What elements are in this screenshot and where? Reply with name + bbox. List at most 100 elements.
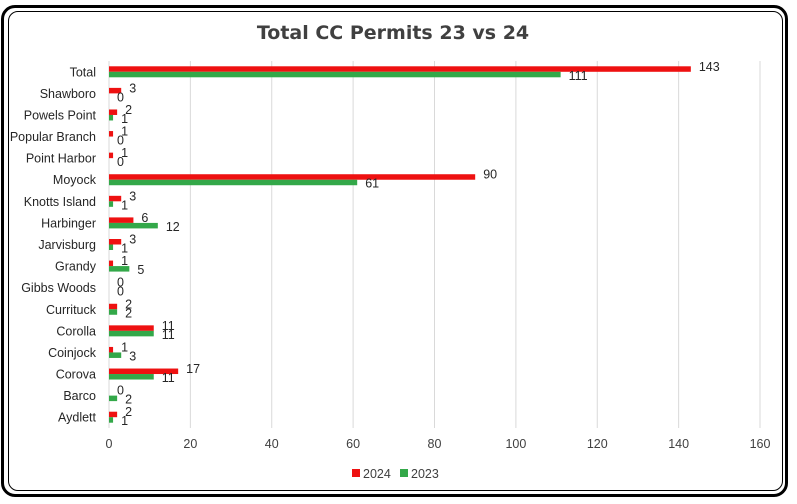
- data-label-2023-powels-point: 1: [121, 112, 128, 126]
- bar-2024-jarvisburg: [109, 239, 122, 245]
- category-label-aydlett: Aydlett: [58, 411, 97, 425]
- data-label-2024-barco: 0: [117, 384, 124, 398]
- data-label-2024-point-harbor: 1: [121, 146, 128, 160]
- bar-2023-powels-point: [109, 114, 114, 121]
- category-label-powels-point: Powels Point: [24, 108, 97, 122]
- bar-2023-corova: [109, 374, 154, 380]
- data-label-2023-jarvisburg: 1: [121, 242, 128, 256]
- category-label-corova: Corova: [56, 368, 96, 382]
- data-label-2024-corova: 17: [186, 362, 200, 376]
- legend-swatch-2023: [400, 469, 408, 477]
- bar-2024-point-harbor: [109, 152, 114, 159]
- legend: 2024 2023: [352, 467, 439, 481]
- data-label-2023-point-harbor: 0: [117, 155, 124, 169]
- x-tick-label-160: 160: [750, 437, 771, 451]
- bar-2024-knotts-island: [109, 195, 122, 202]
- data-label-2023-currituck: 2: [125, 306, 132, 320]
- bar-2024-corolla: [109, 325, 154, 331]
- y-axis-categories: Total Shawboro Powels Point Popular Branch P…: [10, 65, 97, 424]
- x-tick-label-60: 60: [346, 437, 360, 451]
- legend-swatch-2024: [352, 469, 360, 477]
- bar-2023-harbinger: [109, 222, 158, 229]
- data-label-2023-coinjock: 3: [129, 349, 136, 363]
- data-label-2023-total: 111: [569, 69, 588, 83]
- bar-2023-barco: [109, 395, 118, 402]
- category-label-knotts-island: Knotts Island: [24, 195, 96, 209]
- data-label-2024-powels-point: 2: [125, 103, 132, 117]
- x-axis-ticks: 0 20 40 60 80 100 120 140 160: [106, 437, 771, 451]
- x-tick-label-20: 20: [183, 437, 197, 451]
- x-tick-label-0: 0: [106, 437, 113, 451]
- bar-2024-harbinger: [109, 217, 134, 223]
- bar-2023-moyock: [109, 179, 358, 186]
- data-label-2024-harbinger: 6: [141, 211, 148, 225]
- data-label-2024-coinjock: 1: [121, 340, 128, 354]
- x-tick-label-100: 100: [505, 437, 526, 451]
- bar-2023-coinjock: [109, 352, 122, 358]
- legend-label-2024: 2024: [363, 467, 391, 481]
- category-label-jarvisburg: Jarvisburg: [38, 238, 96, 252]
- data-label-2024-shawboro: 3: [129, 81, 136, 95]
- bar-2023-total: [109, 71, 561, 78]
- bar-2023-currituck: [109, 309, 118, 315]
- category-label-currituck: Currituck: [46, 303, 97, 317]
- bar-2023-corolla: [109, 330, 154, 337]
- grid-layer: [108, 61, 761, 428]
- data-label-2023-harbinger: 12: [166, 220, 180, 234]
- data-label-2024-grandy: 1: [121, 254, 128, 268]
- bar-2024-currituck: [109, 303, 118, 310]
- data-label-2024-knotts-island: 3: [129, 189, 136, 203]
- category-label-corolla: Corolla: [56, 324, 96, 338]
- data-label-2023-grandy: 5: [137, 263, 144, 277]
- data-label-2023-corova: 11: [162, 371, 175, 385]
- bar-2023-aydlett: [109, 417, 114, 423]
- bar-2024-corova: [109, 368, 179, 375]
- data-label-2024-aydlett: 2: [125, 405, 132, 419]
- data-label-2023-aydlett: 1: [121, 414, 128, 428]
- bar-2024-total: [109, 66, 691, 72]
- data-labels-layer: 1431113021101090613161231150022111113171…: [117, 60, 720, 428]
- data-label-2024-popular-branch: 1: [121, 125, 128, 139]
- x-tick-label-120: 120: [587, 437, 608, 451]
- category-label-harbinger: Harbinger: [41, 216, 96, 230]
- x-tick-label-140: 140: [668, 437, 689, 451]
- bar-2024-shawboro: [109, 87, 122, 94]
- chart-frame-outer: [1, 5, 788, 497]
- category-label-coinjock: Coinjock: [48, 346, 97, 360]
- data-label-2024-total: 143: [699, 60, 720, 74]
- category-label-barco: Barco: [63, 389, 96, 403]
- category-label-shawboro: Shawboro: [40, 87, 96, 101]
- bar-2024-moyock: [109, 174, 476, 180]
- data-label-2024-moyock: 90: [483, 168, 497, 182]
- bar-2024-grandy: [109, 260, 114, 267]
- data-label-2023-moyock: 61: [365, 177, 379, 191]
- bar-2023-grandy: [109, 266, 130, 272]
- bar-2023-jarvisburg: [109, 244, 114, 250]
- data-label-2023-popular-branch: 0: [117, 134, 124, 148]
- data-label-2023-knotts-island: 1: [121, 198, 128, 212]
- legend-label-2023: 2023: [411, 467, 439, 481]
- bar-2024-coinjock: [109, 346, 114, 353]
- bar-2023-knotts-island: [109, 201, 114, 207]
- bar-2024-popular-branch: [109, 131, 114, 137]
- category-label-grandy: Grandy: [55, 260, 97, 274]
- category-label-moyock: Moyock: [53, 173, 97, 187]
- bar-2024-aydlett: [109, 411, 118, 418]
- bars-layer: [109, 66, 691, 423]
- x-tick-label-80: 80: [428, 437, 442, 451]
- bar-2024-powels-point: [109, 109, 118, 115]
- category-label-gibbs-woods: Gibbs Woods: [21, 281, 96, 295]
- data-label-2024-currituck: 2: [125, 297, 132, 311]
- category-label-total: Total: [70, 65, 96, 79]
- data-label-2024-corolla: 11: [162, 319, 175, 333]
- data-label-2023-gibbs-woods: 0: [117, 285, 124, 299]
- chart-frame-inner: [8, 11, 783, 491]
- category-label-popular-branch: Popular Branch: [10, 130, 96, 144]
- x-tick-label-40: 40: [265, 437, 279, 451]
- data-label-2024-gibbs-woods: 0: [117, 276, 124, 290]
- data-label-2024-jarvisburg: 3: [129, 233, 136, 247]
- data-label-2023-shawboro: 0: [117, 90, 124, 104]
- category-label-point-harbor: Point Harbor: [26, 152, 96, 166]
- data-label-2023-corolla: 11: [162, 328, 175, 342]
